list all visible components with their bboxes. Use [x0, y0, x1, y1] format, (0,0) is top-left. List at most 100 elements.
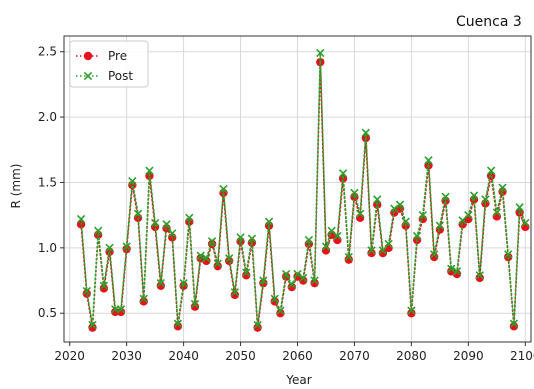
data-point-post-stroke	[498, 183, 507, 192]
data-point-post	[310, 276, 319, 285]
data-point-post	[390, 204, 399, 213]
data-point-post-stroke	[321, 242, 331, 251]
data-point-pre	[475, 273, 484, 283]
data-point-post-stroke	[116, 305, 126, 314]
legend: Pre Post	[69, 40, 149, 88]
data-point-post-stroke	[242, 268, 251, 277]
y-tick-label: 1.5	[38, 175, 57, 189]
data-point-post-stroke	[213, 259, 222, 268]
data-point-post	[333, 231, 342, 241]
data-point-post	[150, 218, 160, 228]
data-point-post	[338, 169, 348, 178]
data-point-pre	[367, 248, 376, 258]
x-tick-label: 2090	[453, 349, 484, 363]
series-pre	[76, 57, 530, 332]
data-point-post	[116, 305, 126, 314]
data-point-post-stroke	[492, 208, 501, 217]
x-tick-label: 2080	[396, 349, 427, 363]
y-tick-label: 1.0	[38, 241, 57, 255]
grid-layer	[64, 36, 531, 342]
data-point-post	[407, 306, 416, 315]
legend-marker-circle	[83, 51, 93, 61]
data-point-post	[475, 271, 484, 280]
data-point-pre	[173, 322, 183, 331]
data-point-post-stroke	[105, 243, 114, 253]
data-point-post-stroke	[185, 213, 194, 222]
data-point-post-stroke	[76, 214, 86, 224]
data-point-post-stroke	[412, 231, 422, 241]
data-point-post-stroke	[133, 209, 143, 219]
data-point-post	[355, 209, 365, 219]
data-point-post	[145, 166, 154, 175]
data-point-post-stroke	[395, 200, 405, 209]
data-point-pre	[429, 252, 439, 262]
data-point-post	[242, 268, 251, 277]
data-point-post-stroke	[515, 203, 524, 212]
data-point-post-stroke	[168, 229, 177, 238]
data-point-pre	[99, 284, 109, 293]
data-point-post	[105, 243, 114, 253]
data-point-post-stroke	[367, 246, 376, 255]
x-tick-label: 2040	[168, 349, 199, 363]
data-point-post	[424, 156, 433, 165]
data-point-post	[253, 320, 262, 330]
data-point-post-stroke	[401, 217, 410, 226]
data-point-pre	[344, 255, 353, 264]
data-point-post-stroke	[350, 188, 359, 198]
data-point-post	[185, 213, 194, 222]
data-point-post-stroke	[521, 218, 530, 228]
data-point-post-stroke	[219, 184, 228, 194]
data-point-post	[94, 226, 103, 236]
data-point-post-stroke	[310, 276, 319, 285]
data-point-pre	[509, 322, 519, 331]
chart-title: Cuenca 3	[456, 14, 522, 30]
data-point-post	[88, 320, 97, 330]
data-point-post-stroke	[270, 294, 279, 304]
data-point-pre	[298, 276, 308, 285]
data-point-post	[401, 217, 410, 226]
data-point-pre	[156, 281, 166, 290]
data-point-post-stroke	[207, 237, 217, 246]
data-point-post-stroke	[82, 286, 91, 296]
data-point-post	[447, 264, 456, 273]
data-point-post	[276, 306, 285, 315]
data-point-post-stroke	[122, 242, 131, 251]
data-point-post	[452, 267, 462, 276]
x-tick-label: 2030	[111, 349, 142, 363]
data-point-post-stroke	[452, 267, 462, 276]
data-point-pre	[230, 290, 240, 300]
data-point-post-stroke	[430, 250, 439, 259]
data-point-post	[133, 209, 143, 219]
data-point-post	[304, 235, 314, 245]
data-point-post	[76, 214, 86, 224]
data-point-post	[395, 200, 405, 209]
data-point-post	[122, 242, 131, 251]
data-point-post	[430, 250, 439, 259]
data-point-post-stroke	[447, 264, 456, 273]
data-point-pre	[122, 244, 131, 254]
data-point-post	[264, 217, 274, 226]
data-point-post	[378, 246, 388, 255]
data-point-post-stroke	[509, 319, 519, 328]
data-point-post	[492, 208, 501, 217]
data-point-pre	[310, 278, 319, 288]
data-point-pre	[139, 297, 148, 306]
data-point-post-stroke	[504, 250, 513, 259]
data-point-post	[270, 294, 279, 304]
data-point-post-stroke	[196, 251, 205, 260]
data-point-post-stroke	[373, 195, 382, 204]
data-point-post	[367, 246, 376, 255]
data-point-post	[82, 286, 91, 296]
data-point-post	[418, 210, 427, 220]
data-point-pre	[242, 271, 251, 280]
data-point-post	[464, 210, 473, 220]
data-point-post	[469, 191, 479, 200]
data-point-post-stroke	[333, 231, 342, 241]
data-point-pre	[224, 256, 234, 266]
data-point-post-stroke	[435, 221, 445, 230]
data-point-pre	[287, 282, 297, 292]
data-point-post-stroke	[407, 306, 416, 315]
